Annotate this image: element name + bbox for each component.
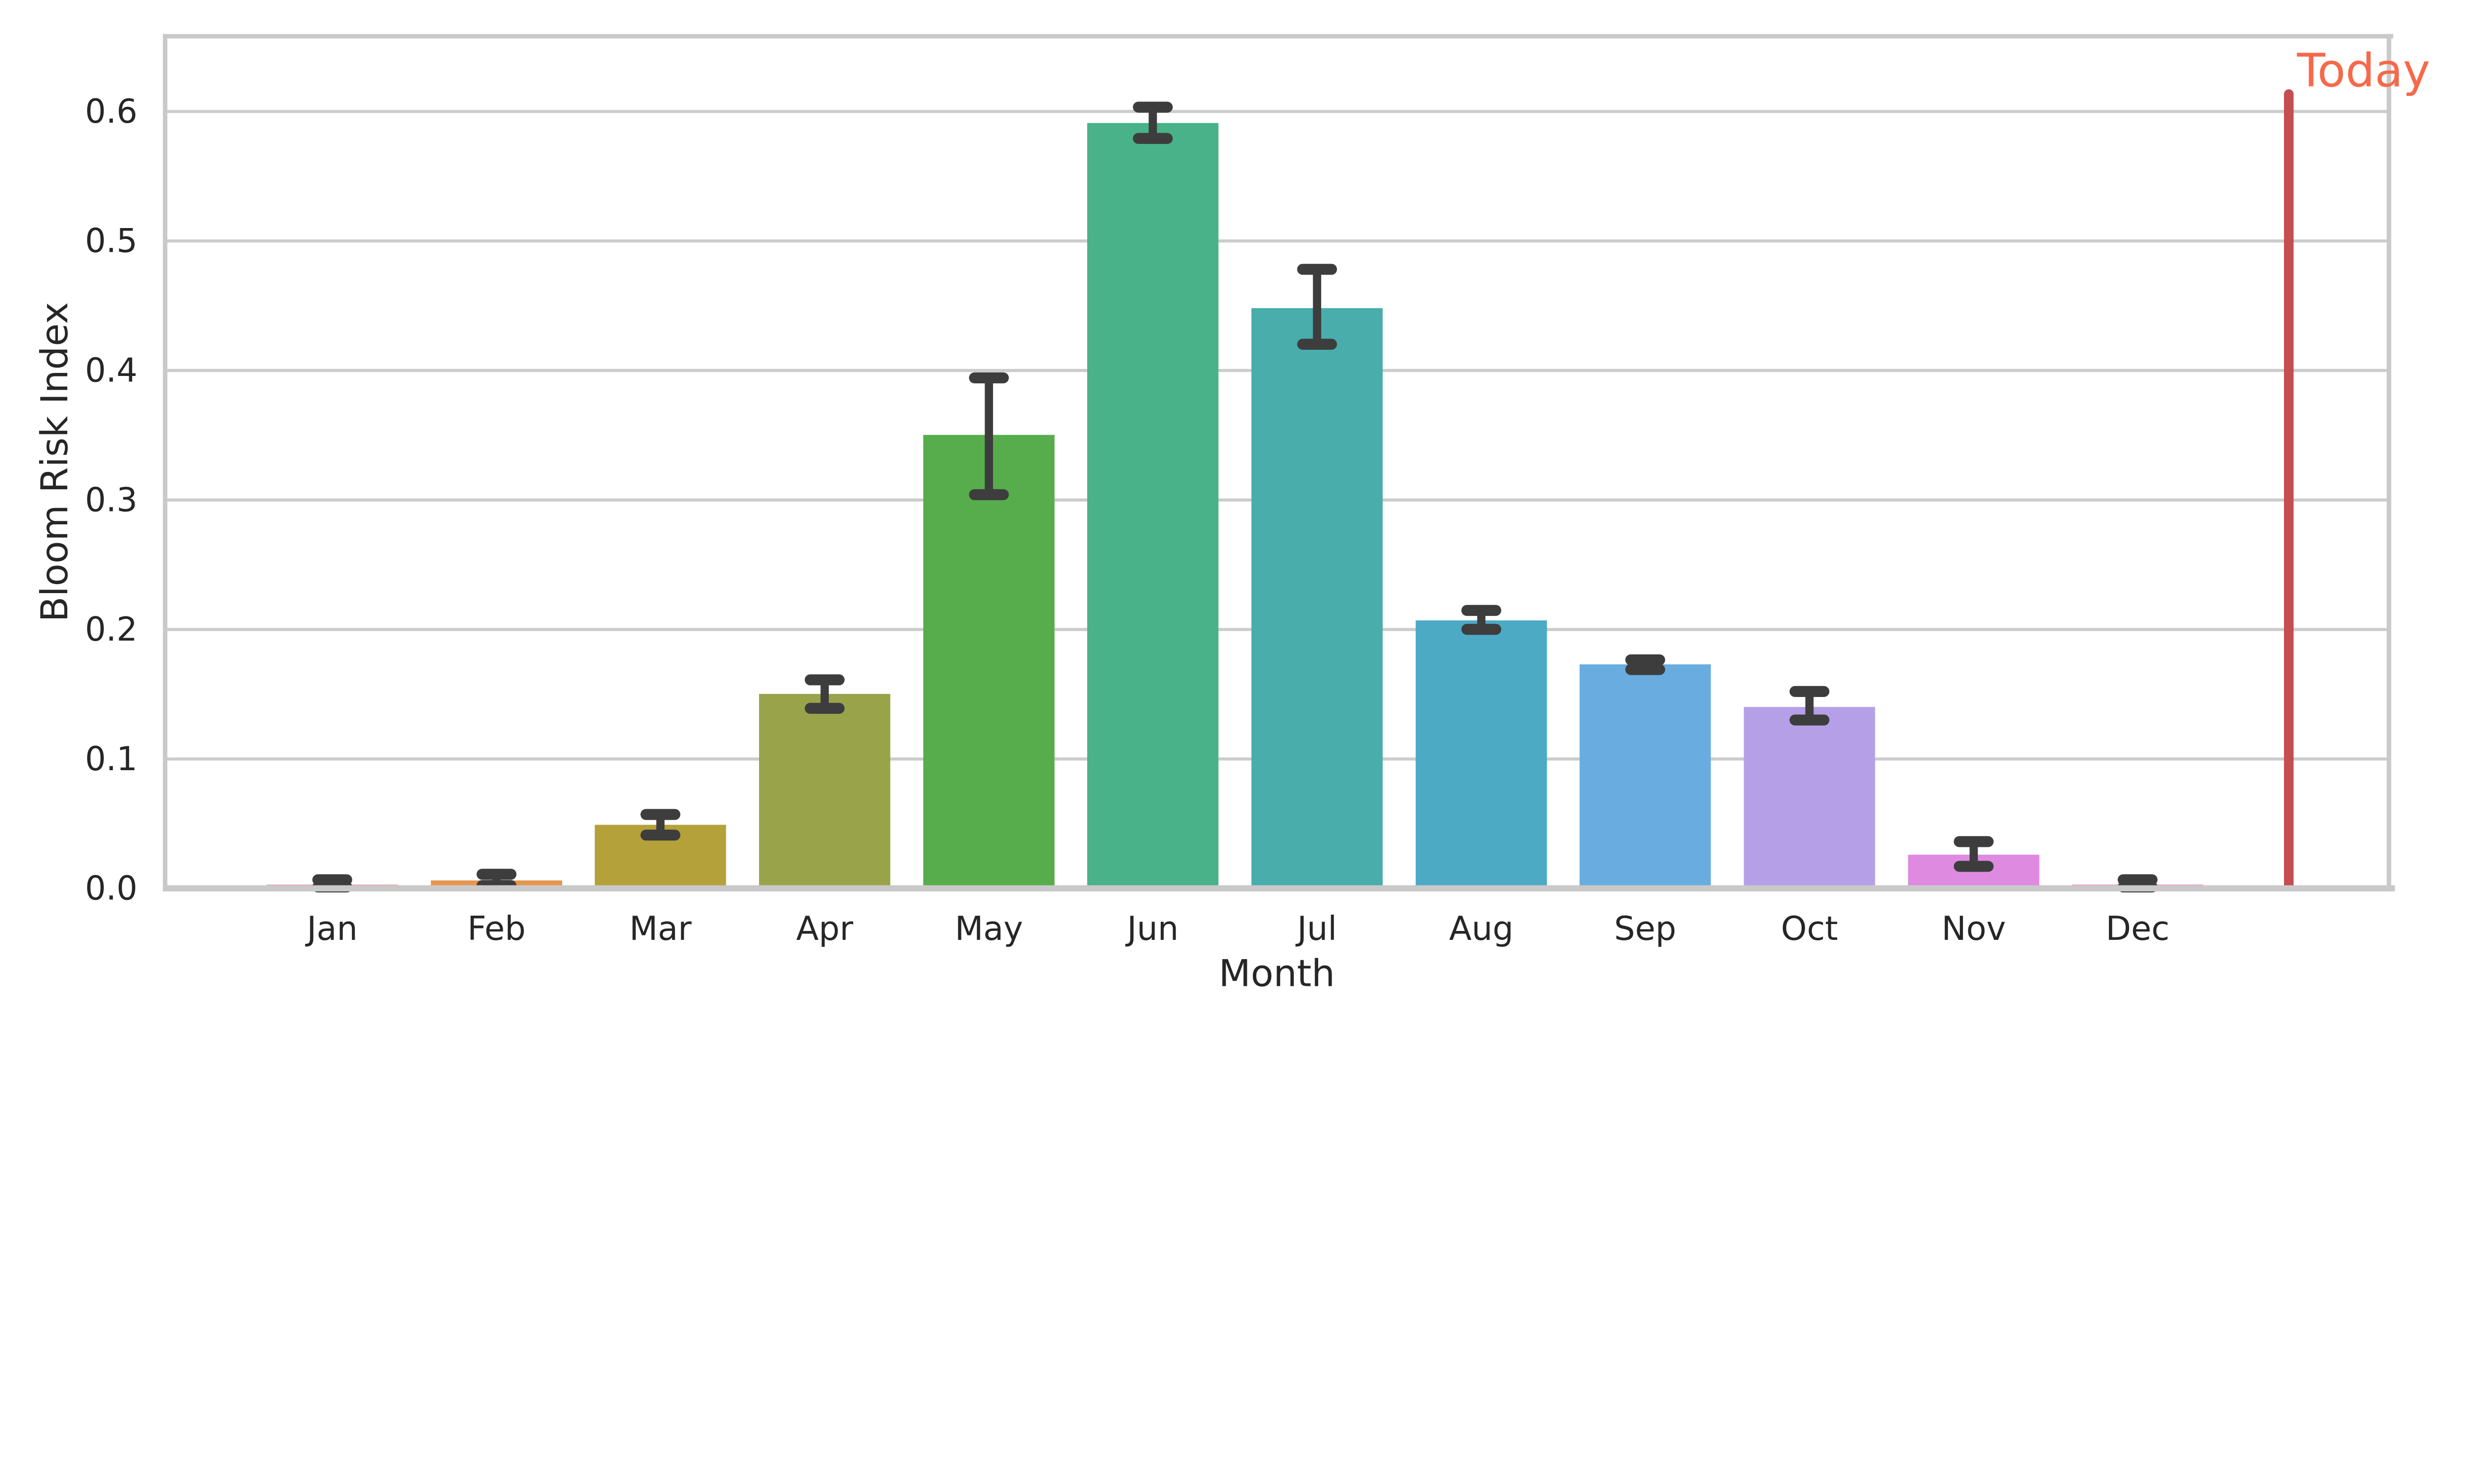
error-bar-cap-bottom-jul [1297, 338, 1337, 350]
x-tick-label-apr: Apr [796, 909, 854, 948]
x-tick-label-jan: Jan [307, 909, 358, 948]
error-bar-cap-bottom-mar [640, 830, 680, 841]
spine-bottom [163, 885, 2395, 892]
x-tick-label-dec: Dec [2105, 909, 2170, 948]
y-tick-label: 0.6 [85, 92, 138, 131]
today-reference-line [2284, 89, 2294, 888]
x-tick-label-sep: Sep [1614, 909, 1676, 948]
error-bar-cap-bottom-oct [1789, 714, 1830, 726]
error-bar-cap-top-aug [1461, 604, 1502, 616]
y-tick-label: 0.4 [85, 351, 138, 390]
error-bar-cap-top-feb [476, 869, 517, 880]
error-bar-stem-jul [1313, 269, 1322, 344]
error-bar-stem-oct [1805, 691, 1814, 720]
error-bar-stem-may [985, 377, 993, 495]
x-tick-label-mar: Mar [629, 909, 692, 948]
bar-jun [1087, 123, 1219, 891]
y-axis-title: Bloom Risk Index [33, 302, 77, 622]
y-tick-label: 0.2 [85, 610, 138, 649]
error-bar-cap-top-apr [805, 674, 845, 686]
error-bar-cap-bottom-may [969, 489, 1009, 501]
error-bar-cap-bottom-sep [1625, 664, 1665, 675]
error-bar-cap-bottom-aug [1461, 624, 1502, 635]
error-bar-stem-apr [820, 680, 829, 708]
gridline-y-0.6 [166, 110, 2387, 113]
error-bar-cap-top-oct [1789, 686, 1830, 697]
bar-oct [1744, 707, 1875, 891]
error-bar-cap-bottom-nov [1953, 861, 1994, 872]
x-tick-label-may: May [954, 909, 1023, 948]
error-bar-cap-top-jul [1297, 264, 1337, 275]
bar-jul [1251, 308, 1383, 891]
error-bar-stem-jun [1148, 107, 1157, 139]
x-tick-label-oct: Oct [1781, 909, 1838, 948]
error-bar-cap-top-mar [640, 809, 680, 820]
spine-top [163, 34, 2393, 39]
x-tick-label-nov: Nov [1941, 909, 2006, 948]
gridline-y-0.5 [166, 239, 2387, 243]
error-bar-cap-top-jun [1133, 101, 1173, 113]
y-tick-label: 0.0 [85, 869, 138, 908]
bar-may [923, 435, 1055, 891]
error-bar-stem-nov [1969, 841, 1978, 867]
bar-aug [1416, 620, 1547, 891]
spine-right [2386, 34, 2391, 892]
spine-left [163, 34, 168, 892]
y-tick-label: 0.3 [85, 480, 138, 519]
x-tick-label-jun: Jun [1127, 909, 1179, 948]
error-bar-cap-top-nov [1953, 836, 1994, 847]
bar-sep [1579, 664, 1711, 891]
bar-apr [759, 694, 891, 891]
error-bar-cap-bottom-apr [805, 702, 845, 714]
error-bar-cap-top-may [969, 372, 1009, 383]
figure: Bloom Risk Index Month Today 0.0 0.1 0.2 0.… [33, 34, 2430, 995]
error-bar-cap-bottom-jun [1133, 133, 1173, 144]
x-axis-title: Month [1219, 952, 1335, 995]
x-tick-label-feb: Feb [467, 909, 526, 948]
x-tick-label-jul: Jul [1297, 909, 1337, 948]
y-tick-label: 0.5 [85, 221, 138, 260]
error-bar-cap-top-sep [1625, 654, 1665, 666]
x-tick-label-aug: Aug [1449, 909, 1514, 948]
y-tick-label: 0.1 [85, 740, 138, 778]
today-annotation-label: Today [2297, 44, 2430, 97]
